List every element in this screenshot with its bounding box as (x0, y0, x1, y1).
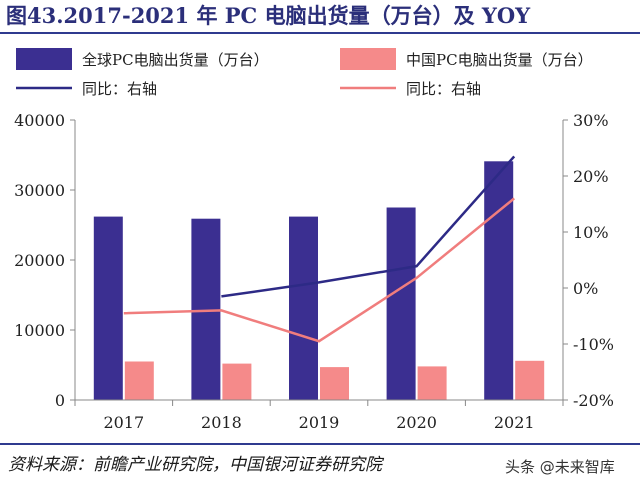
bar-global-2021 (484, 161, 514, 400)
lines (123, 155, 516, 343)
y-tick-label-left: 0 (55, 391, 65, 410)
x-tick-label: 2017 (103, 413, 144, 432)
bar-china-2021 (515, 360, 545, 400)
y-tick-label-right: 0% (573, 279, 598, 298)
chart-title: 图43.2017-2021 年 PC 电脑出货量（万台）及 YOY (0, 0, 640, 34)
y-tick-label-left: 30000 (14, 181, 65, 200)
footer-divider (0, 443, 640, 445)
bar-china-2019 (320, 367, 349, 400)
source-note: 资料来源：前瞻产业研究院，中国银河证券研究院 (8, 455, 382, 475)
axes: 0 10000 20000 30000 40000 -20% -10% 0% 10% 20% 30%… (14, 111, 614, 432)
legend-label-1: 中国PC电脑出货量（万台） (406, 51, 593, 69)
x-tick-label: 2019 (299, 413, 340, 432)
y-tick-label-right: -20% (573, 391, 614, 410)
line-yoy-china (123, 197, 515, 343)
bars (93, 161, 545, 400)
bar-china-2017 (124, 361, 154, 400)
x-tick-label: 2018 (201, 413, 242, 432)
chart: 全球PC电脑出货量（万台） 中国PC电脑出货量（万台） 同比：右轴 同比：右轴 0 10… (14, 48, 614, 432)
bar-global-2017 (93, 216, 123, 400)
y-tick-label-left: 40000 (14, 111, 65, 130)
legend-swatch-0 (16, 48, 72, 70)
watermark: 头条 @未来智库 (505, 458, 615, 476)
y-tick-label-right: 10% (573, 223, 609, 242)
bar-china-2020 (417, 366, 447, 400)
y-tick-label-right: -10% (573, 335, 614, 354)
bar-global-2020 (386, 207, 416, 400)
legend-label-0: 全球PC电脑出货量（万台） (82, 51, 269, 69)
legend-label-2: 同比：右轴 (82, 80, 157, 98)
x-tick-label: 2021 (494, 413, 535, 432)
y-tick-label-right: 30% (573, 111, 609, 130)
y-tick-label-left: 10000 (14, 321, 65, 340)
legend: 全球PC电脑出货量（万台） 中国PC电脑出货量（万台） 同比：右轴 同比：右轴 (16, 48, 593, 98)
x-tick-label: 2020 (396, 413, 437, 432)
legend-label-3: 同比：右轴 (406, 80, 481, 98)
y-tick-label-left: 20000 (14, 251, 65, 270)
bar-global-2019 (289, 216, 318, 400)
legend-swatch-1 (340, 48, 396, 70)
bar-china-2018 (222, 363, 252, 400)
line-yoy-global (221, 155, 516, 298)
y-tick-label-right: 20% (573, 167, 609, 186)
